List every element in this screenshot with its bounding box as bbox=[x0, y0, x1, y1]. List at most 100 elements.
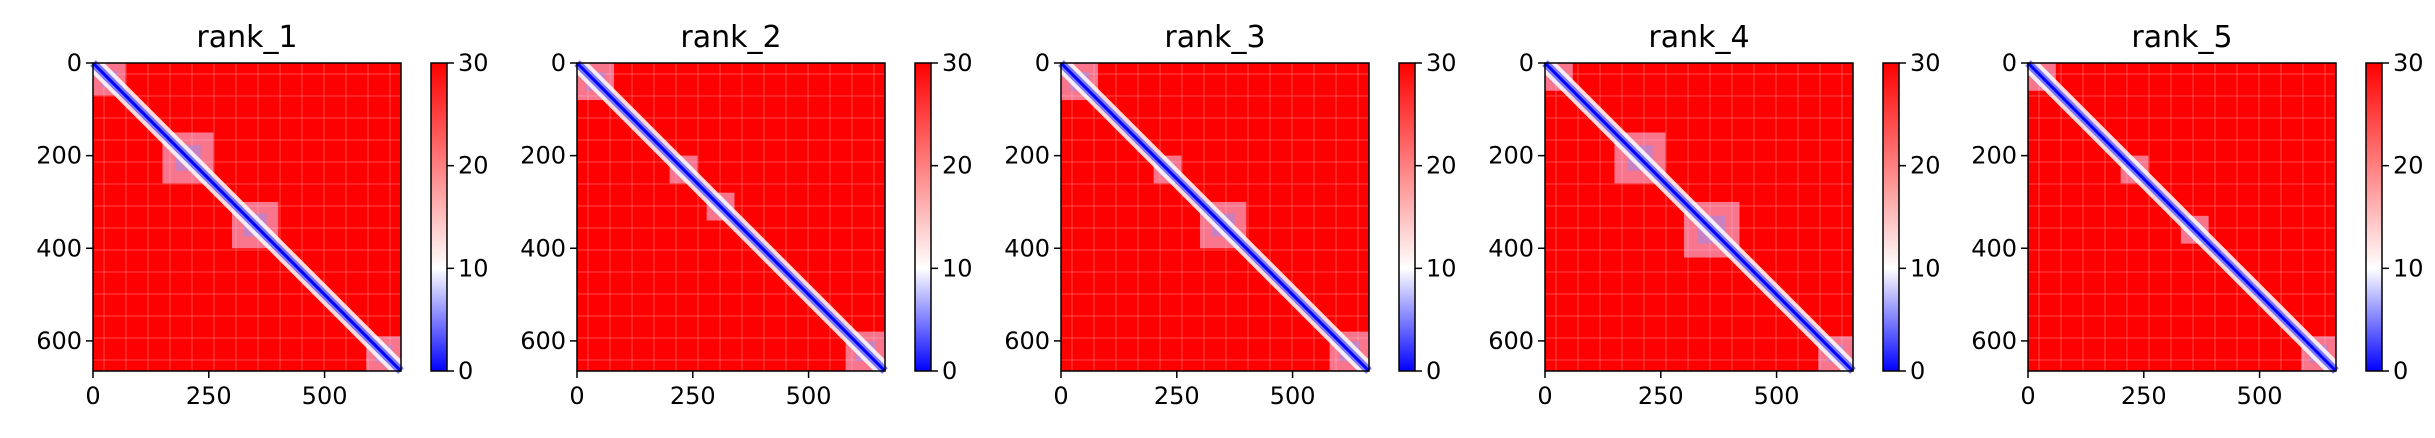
heatmap-stripe bbox=[1061, 293, 1369, 295]
colorbar-tick-label: 10 bbox=[1426, 254, 1457, 282]
heatmap-stripe bbox=[1545, 161, 1853, 163]
y-tick-label: 600 bbox=[1004, 327, 1050, 355]
heatmap-stripe bbox=[1797, 63, 1799, 371]
heatmap-stripe bbox=[763, 63, 765, 371]
heatmap-stripe bbox=[1061, 271, 1369, 273]
y-tick-label: 0 bbox=[1519, 49, 1534, 77]
axes-frame bbox=[1060, 62, 1370, 372]
heatmap-stripe bbox=[2028, 95, 2336, 97]
heatmap-stripe bbox=[1545, 183, 1853, 185]
heatmap-stripe bbox=[1061, 337, 1369, 339]
y-tick-label: 200 bbox=[36, 142, 82, 170]
heatmap-stripe bbox=[577, 117, 885, 119]
heatmap-stripe bbox=[2148, 63, 2150, 371]
colorbar-tick-label: 0 bbox=[1426, 357, 1441, 385]
heatmap-stripe bbox=[577, 359, 885, 361]
panel-title: rank_2 bbox=[680, 20, 781, 55]
heatmap-stripe bbox=[93, 271, 401, 273]
heatmap-stripe bbox=[1545, 293, 1853, 295]
heatmap-stripe bbox=[851, 63, 853, 371]
heatmap-stripe bbox=[1621, 63, 1623, 371]
heatmap-stripe bbox=[279, 63, 281, 371]
heatmap-stripe bbox=[1555, 63, 1557, 371]
diagonal-line bbox=[1059, 61, 1371, 373]
x-tick-label: 250 bbox=[1638, 382, 1684, 410]
heatmap-stripe bbox=[2028, 117, 2336, 119]
y-tick-label: 400 bbox=[1004, 234, 1050, 262]
panel-title: rank_1 bbox=[196, 20, 297, 55]
heatmap-stripe bbox=[2104, 63, 2106, 371]
panel-title: rank_3 bbox=[1164, 20, 1265, 55]
diagonal-line bbox=[91, 61, 403, 373]
colorbar-tick-label: 30 bbox=[2393, 49, 2424, 77]
heatmap-stripe bbox=[577, 183, 885, 185]
colorbar-tick-label: 30 bbox=[942, 49, 973, 77]
heatmap-stripe bbox=[1115, 63, 1117, 371]
y-tick-label: 200 bbox=[1004, 142, 1050, 170]
heatmap-stripe bbox=[93, 315, 401, 317]
heatmap-stripe bbox=[1775, 63, 1777, 371]
axes-frame bbox=[1544, 62, 1854, 372]
colorbar-tick-label: 20 bbox=[942, 152, 973, 180]
x-tick-label: 500 bbox=[2237, 382, 2283, 410]
heatmap-stripe bbox=[631, 63, 633, 371]
heatmap-stripe bbox=[1093, 63, 1095, 371]
heatmap-stripe bbox=[1545, 117, 1853, 119]
colorbar-tick-label: 10 bbox=[942, 254, 973, 282]
heatmap-stripe bbox=[2028, 293, 2336, 295]
colorbar-tick-label: 0 bbox=[942, 357, 957, 385]
heatmap-stripe bbox=[2280, 63, 2282, 371]
heatmap-stripe bbox=[1061, 183, 1369, 185]
heatmap-stripe bbox=[675, 63, 677, 371]
heatmap-stripe bbox=[1643, 63, 1645, 371]
colorbar bbox=[430, 62, 448, 372]
colorbar-tick-label: 20 bbox=[1426, 152, 1457, 180]
heatmap-stripe bbox=[103, 63, 105, 371]
x-tick-label: 250 bbox=[670, 382, 716, 410]
diagonal-line bbox=[2026, 61, 2338, 373]
y-tick-label: 400 bbox=[1971, 234, 2017, 262]
heatmap-stripe bbox=[2028, 359, 2336, 361]
colorbar-tick-label: 10 bbox=[458, 254, 489, 282]
colorbar-tick-label: 0 bbox=[2393, 357, 2408, 385]
heatmap-stripe bbox=[1313, 63, 1315, 371]
heatmap-stripe bbox=[2028, 183, 2336, 185]
heatmap-stripe bbox=[93, 73, 401, 75]
heatmap-stripe bbox=[1599, 63, 1601, 371]
heatmap-stripe bbox=[301, 63, 303, 371]
heatmap-stripe bbox=[2028, 139, 2336, 141]
y-tick-label: 0 bbox=[1035, 49, 1050, 77]
heatmap-stripe bbox=[1061, 117, 1369, 119]
heatmap-stripe bbox=[93, 117, 401, 119]
heatmap-stripe bbox=[1819, 63, 1821, 371]
x-tick-label: 500 bbox=[302, 382, 348, 410]
heatmap-stripe bbox=[93, 95, 401, 97]
heatmap-stripe bbox=[1061, 359, 1369, 361]
axes-frame bbox=[576, 62, 886, 372]
colorbar-tick-label: 10 bbox=[2393, 254, 2424, 282]
x-tick-label: 500 bbox=[786, 382, 832, 410]
heatmap-stripe bbox=[1159, 63, 1161, 371]
heatmap-stripe bbox=[697, 63, 699, 371]
heatmap-stripe bbox=[1291, 63, 1293, 371]
heatmap-stripe bbox=[653, 63, 655, 371]
x-tick-label: 0 bbox=[569, 382, 584, 410]
y-tick-label: 600 bbox=[36, 327, 82, 355]
colorbar-tick-label: 30 bbox=[1910, 49, 1941, 77]
y-tick-label: 0 bbox=[551, 49, 566, 77]
heatmap-stripe bbox=[785, 63, 787, 371]
y-tick-label: 600 bbox=[520, 327, 566, 355]
heatmap-stripe bbox=[807, 63, 809, 371]
colorbar-tick-label: 20 bbox=[1910, 152, 1941, 180]
heatmap-stripe bbox=[191, 63, 193, 371]
heatmap-stripe bbox=[1061, 315, 1369, 317]
colorbar bbox=[914, 62, 932, 372]
heatmap-stripe bbox=[1061, 161, 1369, 163]
x-tick-label: 250 bbox=[2121, 382, 2167, 410]
heatmap-stripe bbox=[147, 63, 149, 371]
heatmap-stripe bbox=[587, 63, 589, 371]
y-tick-label: 200 bbox=[520, 142, 566, 170]
